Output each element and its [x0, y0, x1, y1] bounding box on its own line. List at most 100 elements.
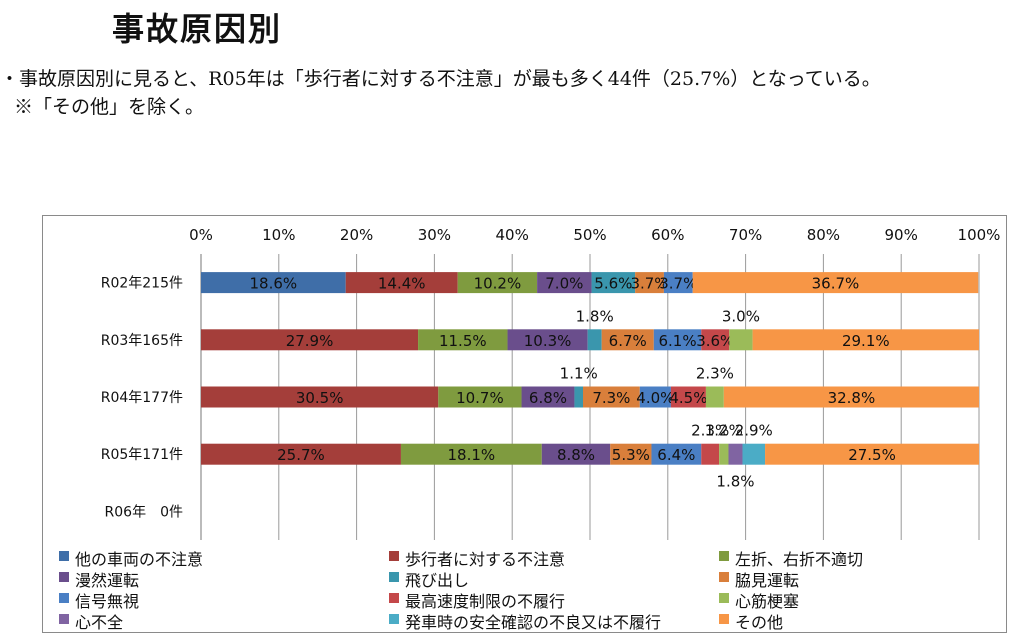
- legend-label: 漫然運転: [75, 571, 140, 590]
- x-tick-label: 0%: [189, 226, 213, 244]
- data-label: 10.3%: [524, 332, 572, 350]
- data-label: 3.6%: [696, 332, 734, 350]
- data-label: 18.1%: [448, 446, 496, 464]
- x-tick-label: 40%: [496, 226, 529, 244]
- category-label: R06年 0件: [105, 504, 183, 520]
- legend-swatch: [59, 551, 69, 561]
- data-label: 3.0%: [722, 307, 760, 325]
- data-label: 14.4%: [378, 275, 426, 293]
- data-label: 3.7%: [630, 275, 668, 293]
- data-label: 11.5%: [439, 332, 487, 350]
- legend-swatch: [59, 572, 69, 582]
- data-label: 7.3%: [592, 389, 630, 407]
- bar-segment: [639, 386, 671, 408]
- data-label: 36.7%: [812, 275, 860, 293]
- x-tick-label: 20%: [340, 226, 373, 244]
- data-label: 2.9%: [735, 422, 773, 440]
- data-label: 32.8%: [828, 389, 876, 407]
- data-label: 1.1%: [560, 365, 598, 383]
- data-label: 18.6%: [250, 275, 298, 293]
- x-tick-label: 60%: [651, 226, 684, 244]
- category-label: R02年215件: [101, 276, 183, 292]
- bar-segment: [587, 329, 602, 351]
- data-label: 3.7%: [659, 275, 697, 293]
- data-label: 25.7%: [277, 446, 325, 464]
- legend-label: 心筋梗塞: [735, 592, 800, 611]
- legend-swatch: [59, 593, 69, 603]
- data-label: 6.1%: [658, 332, 696, 350]
- bar-segment: [701, 329, 730, 351]
- bar-segment: [400, 443, 542, 465]
- bar-segment: [742, 443, 766, 465]
- bar-segment: [201, 329, 419, 351]
- legend-swatch: [389, 551, 399, 561]
- bar-segment: [521, 386, 575, 408]
- bar-segment: [507, 329, 588, 351]
- data-label: 27.5%: [848, 446, 896, 464]
- data-label: 7.0%: [545, 275, 583, 293]
- bar-segment: [651, 443, 702, 465]
- legend-label: 発車時の安全確認の不良又は不履行: [405, 613, 662, 632]
- bar-segment: [729, 329, 753, 351]
- bar-segment: [345, 272, 458, 294]
- legend-swatch: [389, 572, 399, 582]
- x-tick-label: 30%: [418, 226, 451, 244]
- data-label: 2.3%: [691, 422, 729, 440]
- bar-segment: [201, 386, 439, 408]
- bar-segment: [728, 443, 743, 465]
- bar-segment: [719, 443, 729, 465]
- bar-segment: [591, 272, 636, 294]
- legend-label: 左折、右折不適切: [735, 550, 864, 569]
- bar-segment: [574, 386, 583, 408]
- legend-label: 脇見運転: [735, 571, 800, 590]
- bar-segment: [663, 272, 693, 294]
- bar-segment: [705, 386, 724, 408]
- bar-segment: [201, 272, 346, 294]
- bar-segment: [765, 443, 979, 465]
- data-label: 1.2%: [705, 422, 743, 440]
- bar-segment: [582, 386, 640, 408]
- data-label: 2.3%: [696, 365, 734, 383]
- data-label: 5.3%: [612, 446, 650, 464]
- legend-label: 最高速度制限の不履行: [405, 592, 566, 611]
- legend-label: その他: [735, 613, 784, 632]
- data-label: 6.8%: [529, 389, 567, 407]
- data-label: 30.5%: [296, 389, 344, 407]
- bar-segment: [438, 386, 522, 408]
- bar-segment: [635, 272, 664, 294]
- bar-segment: [601, 329, 654, 351]
- stacked-bar-chart: 0% 10% 20% 30% 40% 50% 60% 70% 80% 90% 100% R02年215…: [101, 226, 1001, 540]
- page-title: 事故原因別: [112, 10, 283, 48]
- bar-segment: [418, 329, 508, 351]
- data-label: 27.9%: [286, 332, 334, 350]
- bar-segment: [670, 386, 706, 408]
- x-tick-label: 50%: [573, 226, 606, 244]
- data-label: 6.4%: [657, 446, 695, 464]
- bar-segment: [653, 329, 702, 351]
- bar-segment: [701, 443, 720, 465]
- x-tick-label: 100%: [958, 226, 1001, 244]
- x-tick-label: 90%: [885, 226, 918, 244]
- bar-segment: [752, 329, 979, 351]
- data-label: 5.6%: [594, 275, 632, 293]
- summary-note: ・事故原因別に見ると、R05年は「歩行者に対する不注意」が最も多く44件（25.…: [0, 68, 881, 90]
- legend-label: 歩行者に対する不注意: [405, 550, 566, 569]
- data-label: 1.8%: [576, 307, 614, 325]
- bar-segment: [610, 443, 652, 465]
- data-label: 29.1%: [842, 332, 890, 350]
- legend-swatch: [719, 551, 729, 561]
- category-label: R04年177件: [101, 390, 183, 406]
- bar-segment: [537, 272, 592, 294]
- legend-label: 心不全: [75, 613, 124, 632]
- legend-swatch: [719, 593, 729, 603]
- data-label: 4.5%: [669, 389, 707, 407]
- data-label: 6.7%: [609, 332, 647, 350]
- legend-swatch: [59, 614, 69, 624]
- category-label: R03年165件: [101, 333, 183, 349]
- chart-frame: 0% 10% 20% 30% 40% 50% 60% 70% 80% 90% 100% R02年215…: [42, 215, 1007, 633]
- legend-swatch: [719, 614, 729, 624]
- x-tick-label: 70%: [729, 226, 762, 244]
- category-label: R05年171件: [101, 447, 183, 463]
- legend-swatch: [389, 593, 399, 603]
- legend-swatch: [719, 572, 729, 582]
